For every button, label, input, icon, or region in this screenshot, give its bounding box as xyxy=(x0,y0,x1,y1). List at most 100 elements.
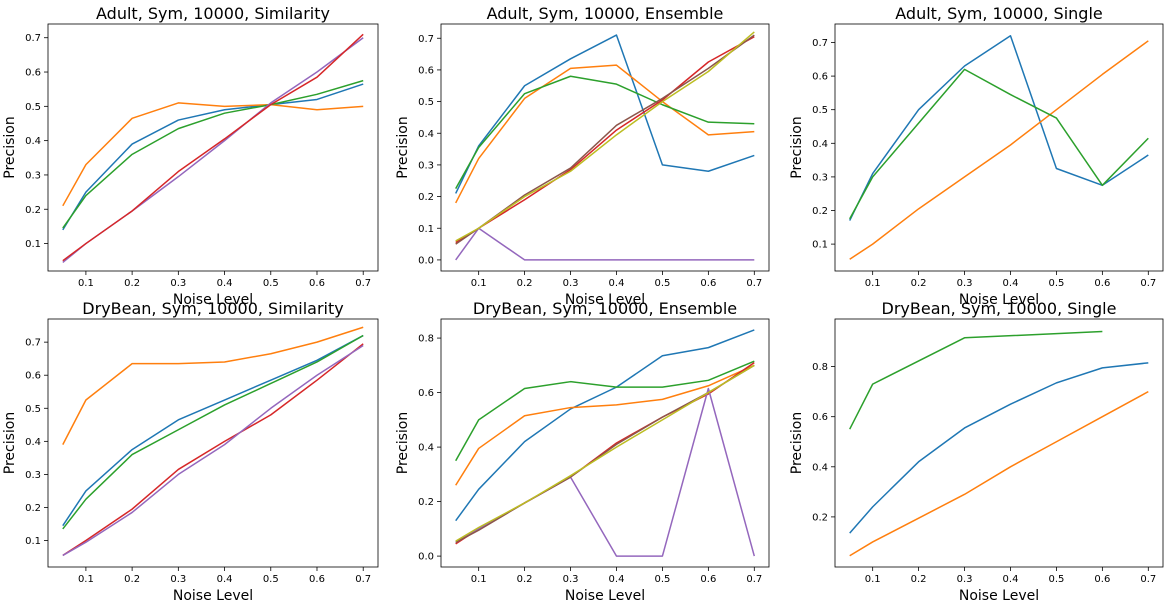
y-tick-label: 0.5 xyxy=(25,102,41,113)
x-tick-label: 0.3 xyxy=(563,574,579,585)
y-tick-label: 0.4 xyxy=(812,139,828,150)
series-line-2 xyxy=(849,40,1149,260)
plot-frame xyxy=(47,23,379,272)
y-tick-label: 0.5 xyxy=(812,105,828,116)
y-tick-label: 0.7 xyxy=(25,33,41,44)
x-tick-label: 0.1 xyxy=(865,574,881,585)
plot-frame xyxy=(834,318,1164,568)
x-tick-label: 0.1 xyxy=(471,278,487,289)
series-line-2 xyxy=(455,364,755,486)
series-line-2 xyxy=(62,326,364,445)
y-tick-label: 0.3 xyxy=(25,470,41,481)
y-tick-label: 0.1 xyxy=(25,536,41,547)
y-tick-label: 0.1 xyxy=(812,240,828,251)
x-tick-label: 0.3 xyxy=(563,278,579,289)
x-tick-label: 0.6 xyxy=(309,278,325,289)
series-line-3 xyxy=(455,360,755,462)
x-tick-label: 0.6 xyxy=(700,278,716,289)
series-line-4 xyxy=(62,343,364,557)
x-tick-label: 0.4 xyxy=(217,574,233,585)
y-tick-label: 0.6 xyxy=(25,371,41,382)
y-tick-label: 0.4 xyxy=(812,462,828,473)
x-tick-label: 0.7 xyxy=(355,574,371,585)
x-tick-label: 0.1 xyxy=(78,574,94,585)
x-axis-label: Noise Level xyxy=(565,292,645,308)
subplot-5: 0.1 0.2 0.3 0.4 0.5 0.6 0.7 0.0 0.2 0.4 0.6 0.8 DryB… xyxy=(395,299,770,604)
series-line-3 xyxy=(849,330,1103,430)
y-tick-label: 0.6 xyxy=(812,72,828,83)
y-tick-label: 0.2 xyxy=(418,497,434,508)
y-tick-label: 0.4 xyxy=(25,437,41,448)
x-tick-label: 0.2 xyxy=(911,574,927,585)
x-tick-label: 0.4 xyxy=(1003,574,1019,585)
x-tick-label: 0.5 xyxy=(654,574,670,585)
y-tick-label: 0.2 xyxy=(25,503,41,514)
chart-title: Adult, Sym, 10000, Similarity xyxy=(96,4,330,23)
x-tick-label: 0.7 xyxy=(746,574,762,585)
x-tick-label: 0.3 xyxy=(957,278,973,289)
x-tick-label: 0.5 xyxy=(1048,278,1064,289)
x-tick-label: 0.3 xyxy=(957,574,973,585)
y-tick-label: 0.0 xyxy=(418,255,434,266)
y-axis-label: Precision xyxy=(395,412,411,474)
series-line-5 xyxy=(455,227,755,261)
subplot-1: 0.1 0.2 0.3 0.4 0.5 0.6 0.7 0.1 0.2 0.3 0.4 0.5 0.6 0… xyxy=(2,4,379,308)
x-axis-label: Noise Level xyxy=(173,588,253,604)
x-tick-label: 0.5 xyxy=(263,278,279,289)
x-tick-label: 0.4 xyxy=(609,278,625,289)
y-tick-label: 0.3 xyxy=(418,160,434,171)
y-axis-label: Precision xyxy=(2,116,18,178)
x-tick-label: 0.7 xyxy=(1140,278,1156,289)
y-tick-label: 0.4 xyxy=(25,136,41,147)
y-tick-label: 0.7 xyxy=(418,34,434,45)
series-line-1 xyxy=(62,334,364,527)
y-tick-label: 0.2 xyxy=(812,206,828,217)
series-line-1 xyxy=(62,83,364,231)
series-line-3 xyxy=(455,75,755,190)
x-tick-label: 0.7 xyxy=(746,278,762,289)
x-tick-label: 0.4 xyxy=(609,574,625,585)
x-axis-label: Noise Level xyxy=(565,588,645,604)
plot-frame xyxy=(47,318,379,568)
x-tick-label: 0.6 xyxy=(309,574,325,585)
y-tick-label: 0.6 xyxy=(812,412,828,423)
series-line-5 xyxy=(62,344,364,557)
x-axis-label: Noise Level xyxy=(173,292,253,308)
chart-title: Adult, Sym, 10000, Single xyxy=(895,4,1103,23)
y-tick-label: 0.6 xyxy=(25,68,41,79)
y-tick-label: 0.3 xyxy=(812,172,828,183)
y-tick-label: 0.5 xyxy=(25,404,41,415)
plot-frame xyxy=(440,318,770,568)
y-tick-label: 0.3 xyxy=(25,170,41,181)
x-axis-label: Noise Level xyxy=(959,292,1039,308)
series-line-7 xyxy=(455,364,755,542)
series-line-2 xyxy=(62,102,364,207)
x-tick-label: 0.1 xyxy=(865,278,881,289)
y-tick-label: 0.5 xyxy=(418,97,434,108)
y-tick-label: 0.8 xyxy=(812,362,828,373)
x-tick-label: 0.1 xyxy=(471,574,487,585)
y-tick-label: 0.2 xyxy=(812,512,828,523)
series-line-1 xyxy=(849,362,1149,534)
y-tick-label: 0.4 xyxy=(418,129,434,140)
x-tick-label: 0.6 xyxy=(700,574,716,585)
chart-title: DryBean, Sym, 10000, Ensemble xyxy=(473,299,737,318)
chart-title: DryBean, Sym, 10000, Single xyxy=(882,299,1117,318)
y-tick-label: 0.2 xyxy=(25,205,41,216)
y-tick-label: 0.7 xyxy=(812,38,828,49)
y-axis-label: Precision xyxy=(789,116,805,178)
y-tick-label: 0.2 xyxy=(418,192,434,203)
series-line-2 xyxy=(849,390,1149,557)
subplot-3: 0.1 0.2 0.3 0.4 0.5 0.6 0.7 0.1 0.2 0.3 0.4 0.5 0.6 0… xyxy=(789,4,1164,308)
y-axis-label: Precision xyxy=(395,116,411,178)
y-axis-label: Precision xyxy=(789,412,805,474)
x-axis-label: Noise Level xyxy=(959,588,1039,604)
chart-title: DryBean, Sym, 10000, Similarity xyxy=(82,299,343,318)
series-line-3 xyxy=(62,79,364,229)
x-tick-label: 0.4 xyxy=(1003,278,1019,289)
x-tick-label: 0.7 xyxy=(1140,574,1156,585)
x-tick-label: 0.6 xyxy=(1094,574,1110,585)
series-line-1 xyxy=(455,34,755,194)
x-tick-label: 0.2 xyxy=(911,278,927,289)
